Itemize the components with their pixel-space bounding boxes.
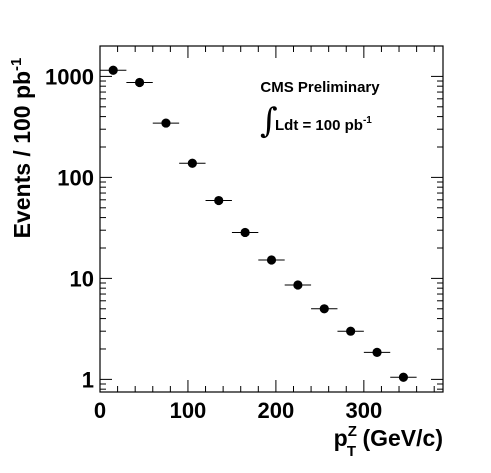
point-marker — [372, 347, 382, 357]
data-point — [363, 347, 391, 357]
y-tick-label: 10 — [70, 266, 94, 291]
data-point — [337, 326, 364, 336]
point-marker — [240, 227, 250, 238]
point-marker — [187, 158, 197, 168]
data-point — [231, 227, 259, 238]
y-tick-label: 1000 — [45, 64, 94, 89]
data-point — [390, 372, 417, 382]
point-marker — [398, 372, 409, 382]
point-marker — [266, 255, 277, 265]
point-marker — [214, 195, 224, 206]
y-tick-label: 100 — [57, 165, 94, 190]
x-tick-label: 100 — [170, 398, 207, 423]
data-point — [258, 255, 285, 265]
point-marker — [161, 118, 171, 128]
point-marker — [134, 77, 145, 88]
plot-border — [99, 45, 444, 393]
data-point — [152, 118, 180, 128]
luminosity-label: Ldt = 100 pb-1 — [275, 115, 372, 134]
x-axis-title: pZ T (GeV/c) — [334, 423, 443, 460]
data-point — [179, 158, 206, 168]
point-marker — [108, 65, 118, 75]
plot-frame — [99, 45, 444, 393]
data-point — [205, 195, 232, 206]
y-axis-title: Events / 100 pb-1 — [8, 58, 35, 239]
point-marker — [319, 304, 329, 314]
x-tick-label: 300 — [345, 398, 382, 423]
x-tick-label: 200 — [258, 398, 295, 423]
point-marker — [346, 326, 356, 336]
y-tick-label: 1 — [82, 367, 94, 392]
data-point — [284, 280, 312, 290]
data-points — [100, 65, 417, 382]
axis-ticks — [99, 45, 443, 392]
data-point — [100, 65, 127, 75]
point-marker — [293, 280, 303, 290]
data-point — [126, 77, 153, 88]
integral-sign: ∫ — [260, 101, 278, 141]
data-point — [311, 304, 338, 314]
tick-labels: 0 100 200 300 1 10 100 1000 — [45, 64, 382, 423]
cms-preliminary-label: CMS Preliminary — [260, 79, 380, 96]
x-tick-label: 0 — [94, 398, 106, 423]
